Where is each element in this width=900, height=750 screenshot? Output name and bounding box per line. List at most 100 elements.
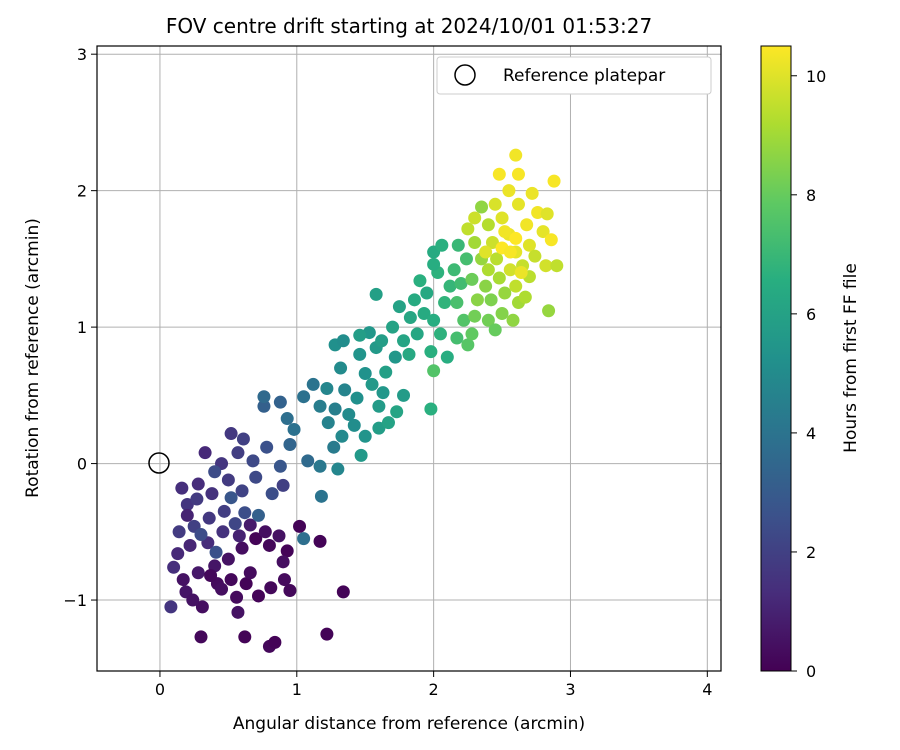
data-point [375, 334, 389, 348]
data-point [334, 361, 348, 375]
data-point [502, 184, 516, 198]
colorbar-tick-label: 6 [806, 305, 816, 324]
data-point [205, 487, 219, 501]
data-point [236, 432, 250, 446]
y-tick-label: 3 [77, 45, 87, 64]
y-tick-label: 0 [77, 455, 87, 474]
reference-platepar-marker [148, 452, 170, 474]
data-point [321, 416, 335, 430]
data-point [540, 207, 554, 221]
data-point [257, 390, 271, 404]
data-point [262, 538, 276, 552]
colorbar-tick-label: 10 [806, 67, 826, 86]
data-point [327, 440, 341, 454]
data-point [410, 327, 424, 341]
legend: Reference platepar [436, 56, 712, 95]
data-point [224, 491, 238, 505]
data-point [427, 313, 441, 327]
grid-lines [97, 46, 721, 671]
data-point [528, 249, 542, 263]
data-point [283, 437, 297, 451]
data-point [498, 225, 512, 239]
data-point [509, 279, 523, 293]
data-point [208, 465, 222, 479]
x-tick-label: 0 [155, 680, 165, 699]
data-point [492, 167, 506, 181]
data-point [251, 589, 265, 603]
data-point [358, 367, 372, 381]
data-point [459, 252, 473, 266]
data-point [228, 517, 242, 531]
data-point [204, 568, 218, 582]
x-tick-label: 2 [429, 680, 439, 699]
data-point [190, 492, 204, 506]
data-point [313, 534, 327, 548]
data-point [506, 313, 520, 327]
data-point [488, 197, 502, 211]
data-point [520, 218, 534, 232]
colorbar [760, 45, 792, 672]
data-point [176, 573, 190, 587]
data-point [372, 421, 386, 435]
y-tick-label: 2 [77, 182, 87, 201]
data-point [539, 259, 553, 273]
data-point [246, 454, 260, 468]
data-point [465, 327, 479, 341]
data-point [481, 218, 495, 232]
data-point [216, 525, 230, 539]
colorbar-label: Hours from first FF file [841, 263, 861, 453]
data-point [379, 365, 393, 379]
data-point [525, 186, 539, 200]
data-point [238, 630, 252, 644]
data-point [488, 323, 502, 337]
data-point [392, 300, 406, 314]
data-point [258, 525, 272, 539]
data-point [433, 327, 447, 341]
data-point [390, 405, 404, 419]
data-point [369, 287, 383, 301]
y-tick-label: 1 [77, 318, 87, 337]
data-point [503, 245, 517, 259]
colorbar-tick-label: 2 [806, 543, 816, 562]
y-tick-label: −1 [63, 591, 87, 610]
data-point [191, 477, 205, 491]
data-point [313, 399, 327, 413]
data-point [314, 489, 328, 503]
data-point [451, 238, 465, 252]
data-point [354, 448, 368, 462]
data-point [443, 279, 457, 293]
data-point [338, 383, 352, 397]
y-axis-label: Rotation from reference (arcmin) [23, 218, 43, 498]
data-point [461, 338, 475, 352]
colorbar-ticks: 0 2 4 6 8 10 [791, 67, 826, 681]
data-point [511, 197, 525, 211]
data-point [175, 481, 189, 495]
data-point [183, 538, 197, 552]
data-point [331, 462, 345, 476]
data-point [171, 547, 185, 561]
data-point [230, 590, 244, 604]
x-tick-label: 3 [565, 680, 575, 699]
data-point [424, 402, 438, 416]
data-point [347, 418, 361, 432]
data-point [450, 331, 464, 345]
data-point [475, 200, 489, 214]
data-point [313, 459, 327, 473]
data-point [276, 555, 290, 569]
data-point [251, 508, 265, 522]
data-point [297, 532, 311, 546]
data-point [531, 205, 545, 219]
data-point [235, 484, 249, 498]
data-point [238, 506, 252, 520]
data-point [468, 236, 482, 250]
data-point [217, 504, 231, 518]
data-point [427, 364, 441, 378]
data-point [465, 272, 479, 286]
data-point [511, 167, 525, 181]
data-point [498, 286, 512, 300]
data-point [435, 238, 449, 252]
data-point [243, 518, 257, 532]
chart-title: FOV centre drift starting at 2024/10/01 … [166, 14, 652, 38]
data-point [221, 473, 235, 487]
